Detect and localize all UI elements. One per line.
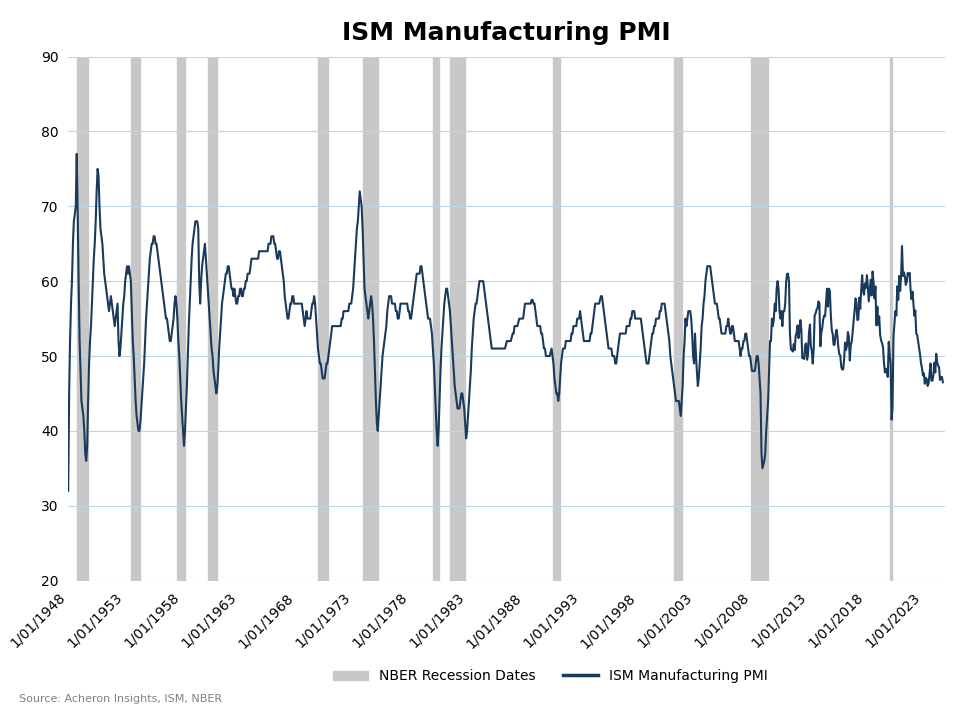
Bar [889,57,891,581]
Bar [674,57,682,581]
Bar [77,57,88,581]
Legend: NBER Recession Dates, ISM Manufacturing PMI: NBER Recession Dates, ISM Manufacturing … [327,664,773,689]
Bar [131,57,140,581]
Bar [177,57,185,581]
Bar [362,57,378,581]
Bar [432,57,438,581]
Title: ISM Manufacturing PMI: ISM Manufacturing PMI [342,21,671,45]
Bar [552,57,560,581]
Bar [450,57,466,581]
Bar [751,57,768,581]
Bar [207,57,217,581]
Text: Source: Acheron Insights, ISM, NBER: Source: Acheron Insights, ISM, NBER [19,695,223,704]
Bar [318,57,328,581]
